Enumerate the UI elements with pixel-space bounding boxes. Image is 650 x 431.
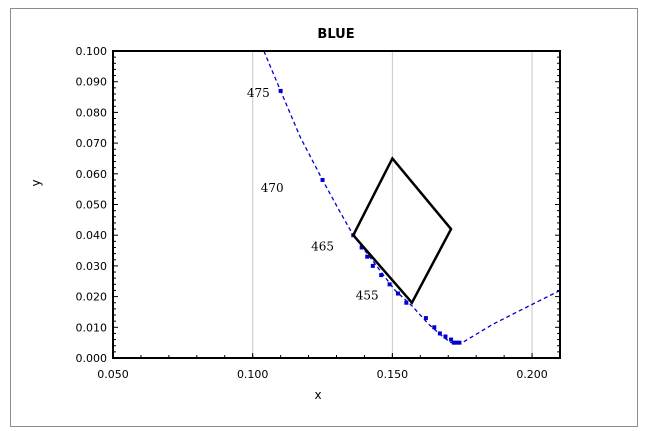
annotations: 475 470 465 455 bbox=[247, 86, 379, 303]
locus-marker bbox=[454, 340, 459, 345]
chart-title: BLUE bbox=[317, 27, 354, 42]
y-tick-label: 0.050 bbox=[76, 199, 108, 212]
locus-marker bbox=[387, 282, 392, 287]
y-tick-label: 0.010 bbox=[76, 321, 108, 334]
y-tick-label: 0.100 bbox=[76, 45, 108, 58]
locus-marker bbox=[379, 273, 384, 278]
locus-marker bbox=[359, 245, 364, 250]
y-axis-label: y bbox=[29, 179, 43, 186]
locus-marker bbox=[370, 263, 375, 268]
locus-marker bbox=[449, 337, 454, 342]
locus-marker bbox=[451, 340, 456, 345]
y-tick-label: 0.000 bbox=[76, 352, 108, 365]
locus-marker bbox=[278, 88, 283, 93]
x-tick-label: 0.200 bbox=[516, 368, 548, 381]
locus-marker bbox=[320, 177, 325, 182]
spectral-locus-line bbox=[263, 51, 560, 344]
series-layer bbox=[263, 51, 560, 345]
y-tick-label: 0.030 bbox=[76, 260, 108, 273]
y-tick-label: 0.090 bbox=[76, 76, 108, 89]
y-tick-label: 0.020 bbox=[76, 291, 108, 304]
wavelength-label: 455 bbox=[356, 289, 379, 303]
gridlines bbox=[252, 51, 533, 358]
tick-marks bbox=[112, 50, 560, 359]
y-tick-label: 0.070 bbox=[76, 137, 108, 150]
y-tick-label: 0.080 bbox=[76, 106, 108, 119]
wavelength-label: 465 bbox=[311, 240, 334, 254]
y-tick-label: 0.060 bbox=[76, 168, 108, 181]
wavelength-label: 470 bbox=[261, 181, 284, 195]
locus-marker bbox=[423, 316, 428, 321]
x-tick-label: 0.150 bbox=[377, 368, 409, 381]
blue-region-quadrilateral bbox=[351, 156, 453, 305]
locus-marker bbox=[443, 334, 448, 339]
wavelength-label: 475 bbox=[247, 86, 270, 100]
y-tick-label: 0.040 bbox=[76, 229, 108, 242]
locus-marker bbox=[404, 300, 409, 305]
locus-marker bbox=[457, 340, 462, 345]
locus-marker bbox=[437, 331, 442, 336]
locus-marker bbox=[395, 291, 400, 296]
x-tick-label: 0.050 bbox=[97, 368, 129, 381]
locus-marker bbox=[365, 254, 370, 259]
x-tick-label: 0.100 bbox=[237, 368, 269, 381]
tick-labels: 0.000 0.010 0.020 0.030 0.040 0.050 0.060 0.070… bbox=[76, 45, 548, 381]
locus-marker bbox=[432, 325, 437, 330]
x-axis-label: x bbox=[314, 388, 321, 402]
